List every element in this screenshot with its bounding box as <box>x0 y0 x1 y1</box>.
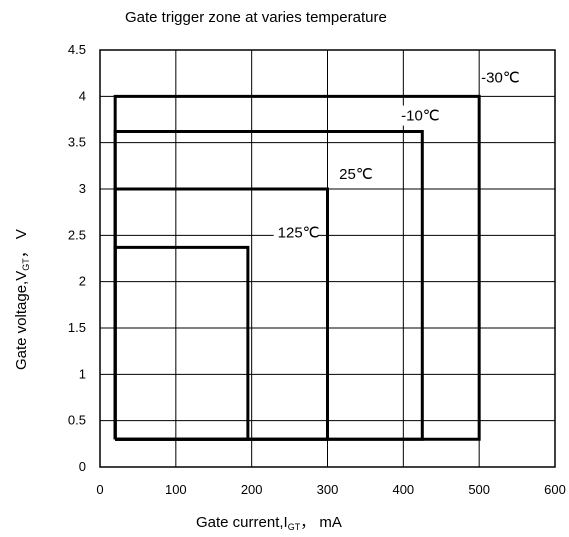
zone-line-1 <box>113 94 481 441</box>
zone-label-3: 25℃ <box>339 166 373 183</box>
y-tick-label: 2 <box>79 274 86 289</box>
zone-line-2 <box>113 130 424 441</box>
y-tick-label: 4.5 <box>68 42 86 57</box>
zone-label-mask <box>335 164 371 184</box>
x-tick-label: 600 <box>544 482 566 497</box>
y-axis-label: Gate voltage,VGT， V <box>13 229 31 370</box>
zones <box>113 94 481 441</box>
zone-line-4 <box>113 245 250 441</box>
y-tick-label: 0 <box>79 459 86 474</box>
zone-label-2: -10℃ <box>401 108 440 125</box>
y-tick-label: 0.5 <box>68 413 86 428</box>
y-tick-label: 3.5 <box>68 135 86 150</box>
y-tick-label: 2.5 <box>68 227 86 242</box>
x-tick-label: 100 <box>165 482 187 497</box>
y-tick-label: 4 <box>79 88 86 103</box>
x-tick-label: 400 <box>392 482 414 497</box>
x-axis-label: Gate current,IGT， mA <box>196 514 342 532</box>
plot-frame <box>99 49 556 468</box>
x-tick-labels: 0 100 200 300 400 500 600 <box>96 482 565 497</box>
y-tick-label: 1 <box>79 366 86 381</box>
zone-labels: -30℃ -10℃ 25℃ 125℃ <box>273 69 520 243</box>
zone-label-4: 125℃ <box>278 224 320 241</box>
y-tick-label: 1.5 <box>68 320 86 335</box>
x-tick-label: 0 <box>96 482 103 497</box>
x-tick-label: 500 <box>468 482 490 497</box>
x-tick-label: 200 <box>241 482 263 497</box>
zone-label-mask <box>397 105 442 126</box>
y-tick-labels: 0 0.5 1 1.5 2 2.5 3 3.5 4 4.5 <box>68 42 86 474</box>
y-tick-label: 3 <box>79 181 86 196</box>
x-tick-label: 300 <box>317 482 339 497</box>
chart-title: Gate trigger zone at varies temperature <box>125 9 387 26</box>
zone-label-mask <box>273 222 318 243</box>
zone-label-1: -30℃ <box>481 69 520 86</box>
